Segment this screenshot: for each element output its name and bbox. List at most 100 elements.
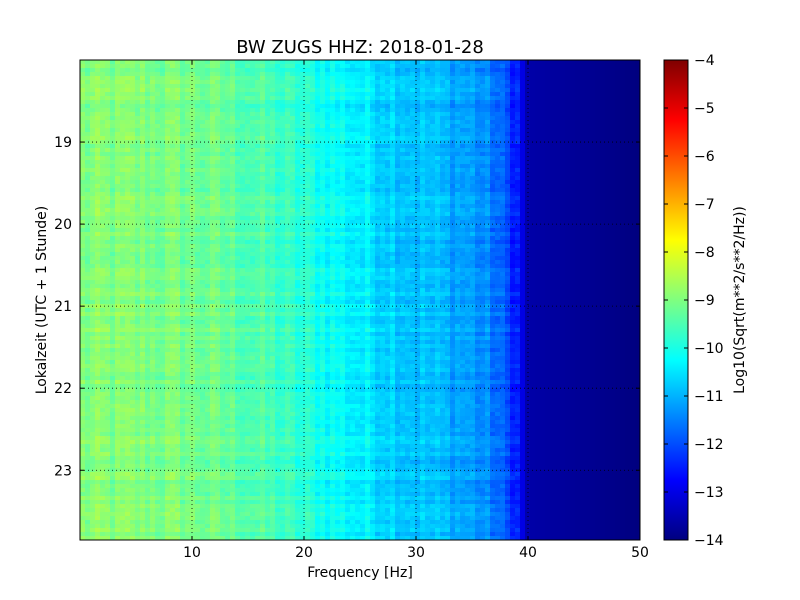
heatmap-cell: [240, 232, 246, 237]
heatmap-cell: [130, 124, 136, 129]
heatmap-cell: [120, 160, 126, 165]
heatmap-cell: [445, 84, 451, 89]
heatmap-cell: [325, 100, 331, 105]
heatmap-cell: [535, 168, 541, 173]
heatmap-cell: [445, 120, 451, 125]
heatmap-cell: [565, 100, 571, 105]
heatmap-cell: [465, 208, 471, 213]
heatmap-cell: [540, 96, 546, 101]
heatmap-cell: [115, 228, 121, 233]
heatmap-cell: [120, 68, 126, 73]
heatmap-cell: [505, 100, 511, 105]
heatmap-cell: [565, 92, 571, 97]
heatmap-cell: [590, 196, 596, 201]
heatmap-cell: [300, 120, 306, 125]
heatmap-cell: [240, 172, 246, 177]
heatmap-cell: [130, 160, 136, 165]
heatmap-cell: [110, 204, 116, 209]
heatmap-cell: [325, 172, 331, 177]
heatmap-cell: [260, 108, 266, 113]
heatmap-cell: [625, 228, 631, 233]
heatmap-cell: [490, 76, 496, 81]
heatmap-cell: [585, 176, 591, 181]
heatmap-cell: [560, 192, 566, 197]
heatmap-cell: [595, 196, 601, 201]
heatmap-cell: [425, 68, 431, 73]
heatmap-cell: [260, 212, 266, 217]
heatmap-cell: [275, 108, 281, 113]
heatmap-cell: [515, 216, 521, 221]
heatmap-cell: [315, 212, 321, 217]
heatmap-cell: [335, 88, 341, 93]
heatmap-cell: [515, 192, 521, 197]
heatmap-cell: [425, 200, 431, 205]
heatmap-cell: [210, 144, 216, 149]
heatmap-cell: [520, 80, 526, 85]
heatmap-cell: [375, 224, 381, 229]
heatmap-cell: [430, 64, 436, 69]
heatmap-cell: [305, 140, 311, 145]
heatmap-cell: [555, 168, 561, 173]
heatmap-cell: [615, 108, 621, 113]
heatmap-cell: [505, 208, 511, 213]
heatmap-cell: [145, 140, 151, 145]
heatmap-cell: [345, 224, 351, 229]
heatmap-cell: [455, 180, 461, 185]
heatmap-cell: [410, 208, 416, 213]
heatmap-cell: [95, 76, 101, 81]
heatmap-cell: [225, 112, 231, 117]
heatmap-cell: [245, 100, 251, 105]
heatmap-cell: [235, 100, 241, 105]
heatmap-cell: [470, 192, 476, 197]
heatmap-cell: [190, 164, 196, 169]
heatmap-cell: [340, 72, 346, 77]
heatmap-cell: [470, 88, 476, 93]
heatmap-cell: [460, 232, 466, 237]
heatmap-cell: [620, 100, 626, 105]
heatmap-cell: [150, 196, 156, 201]
heatmap-cell: [85, 104, 91, 109]
heatmap-cell: [130, 168, 136, 173]
heatmap-cell: [590, 152, 596, 157]
heatmap-cell: [590, 128, 596, 133]
heatmap-cell: [320, 156, 326, 161]
heatmap-cell: [575, 84, 581, 89]
heatmap-cell: [145, 72, 151, 77]
heatmap-cell: [190, 180, 196, 185]
heatmap-cell: [565, 164, 571, 169]
heatmap-cell: [110, 112, 116, 117]
heatmap-cell: [485, 72, 491, 77]
heatmap-cell: [585, 100, 591, 105]
heatmap-cell: [420, 76, 426, 81]
heatmap-cell: [620, 104, 626, 109]
heatmap-cell: [150, 192, 156, 197]
heatmap-cell: [160, 80, 166, 85]
heatmap-cell: [295, 104, 301, 109]
heatmap-cell: [520, 228, 526, 233]
heatmap-cell: [220, 232, 226, 237]
heatmap-cell: [515, 232, 521, 237]
heatmap-cell: [325, 196, 331, 201]
heatmap-cell: [540, 212, 546, 217]
heatmap-cell: [455, 220, 461, 225]
heatmap-cell: [150, 172, 156, 177]
heatmap-cell: [590, 96, 596, 101]
heatmap-cell: [165, 136, 171, 141]
heatmap-cell: [565, 188, 571, 193]
heatmap-cell: [195, 148, 201, 153]
heatmap-cell: [145, 232, 151, 237]
heatmap-cell: [560, 80, 566, 85]
heatmap-cell: [250, 164, 256, 169]
heatmap-cell: [595, 64, 601, 69]
heatmap-cell: [150, 92, 156, 97]
heatmap-cell: [550, 128, 556, 133]
heatmap-cell: [175, 232, 181, 237]
heatmap-cell: [440, 224, 446, 229]
heatmap-cell: [520, 148, 526, 153]
heatmap-cell: [210, 196, 216, 201]
heatmap-cell: [150, 112, 156, 117]
heatmap-cell: [575, 160, 581, 165]
heatmap-cell: [105, 192, 111, 197]
heatmap-cell: [605, 212, 611, 217]
heatmap-cell: [280, 156, 286, 161]
